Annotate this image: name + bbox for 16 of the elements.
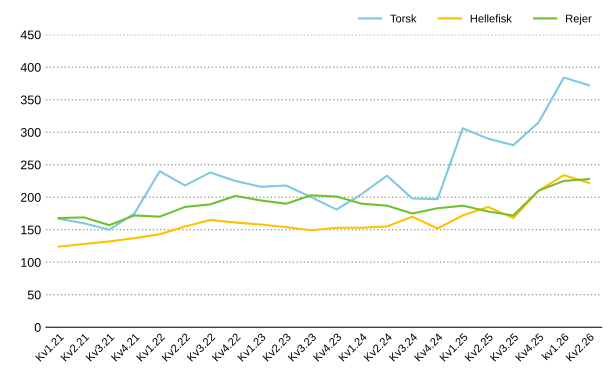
y-tick-label: 50	[28, 290, 41, 300]
y-tick-label: 100	[21, 258, 41, 267]
y-tick-label: 300	[20, 128, 41, 137]
y-tick-label: 350	[20, 95, 41, 104]
legend-label: Torsk	[390, 14, 417, 22]
line-series	[58, 76, 590, 231]
y-tick-label: 0	[34, 323, 41, 332]
legend-label: Rejer	[566, 14, 592, 25]
legend-label: Hellefisk	[470, 14, 512, 22]
line-series	[58, 174, 590, 248]
y-tick-label: 400	[20, 62, 41, 72]
y-tick-label: 250	[20, 160, 41, 170]
y-tick-label: 150	[21, 226, 41, 234]
line-series	[58, 178, 590, 226]
y-tick-label: 200	[20, 193, 41, 202]
y-tick-label: 450	[20, 30, 41, 40]
